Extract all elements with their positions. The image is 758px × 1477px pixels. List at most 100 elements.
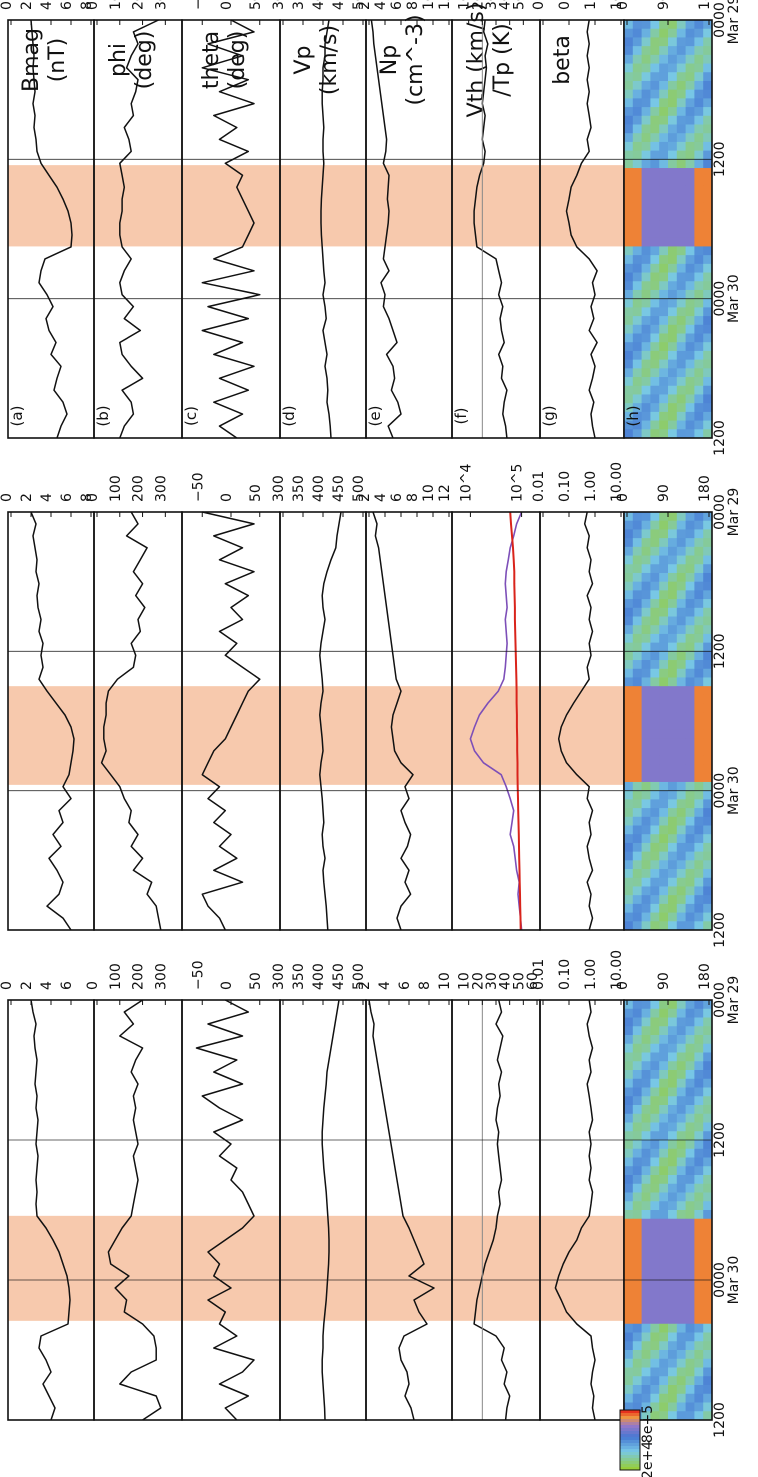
heatmap-cell xyxy=(668,72,678,82)
heatmap-cell xyxy=(650,89,660,99)
heatmap-cell xyxy=(668,1183,678,1193)
heatmap-cell xyxy=(668,385,678,395)
heatmap-cell xyxy=(694,529,704,539)
heatmap-cell xyxy=(632,1052,643,1062)
heatmap-cell xyxy=(624,555,634,565)
heatmap-cell xyxy=(659,538,669,548)
heatmap-cell xyxy=(676,1061,687,1071)
heatmap-cell xyxy=(650,538,660,548)
heatmap-cell xyxy=(676,895,687,905)
heatmap-cell xyxy=(676,1323,687,1333)
heatmap-cell xyxy=(676,1183,687,1193)
heatmap-cell xyxy=(676,46,687,56)
heatmap-cell xyxy=(668,773,678,783)
heatmap-cell xyxy=(659,1332,669,1342)
heatmap-cell xyxy=(641,150,651,160)
heatmap-cell xyxy=(650,1166,660,1176)
heatmap-cell xyxy=(659,159,669,169)
value-tick-label: 350 xyxy=(291,0,307,10)
heatmap-cell xyxy=(659,202,669,213)
heatmap-cell xyxy=(685,912,695,922)
heatmap-cell xyxy=(632,581,643,591)
heatmap-cell xyxy=(650,1253,660,1263)
heatmap-cell xyxy=(685,520,695,530)
heatmap-cell xyxy=(676,342,687,352)
value-tick-label: 400 xyxy=(311,475,327,502)
heatmap-cell xyxy=(650,1227,660,1237)
heatmap-cell xyxy=(632,660,643,670)
value-tick-label: 0 xyxy=(615,493,631,502)
heatmap-cell xyxy=(650,1201,660,1211)
heatmap-cell xyxy=(650,1236,660,1246)
heatmap-cell xyxy=(703,1201,713,1211)
heatmap-cell xyxy=(676,747,687,757)
heatmap-cell xyxy=(641,564,651,574)
heatmap-cell xyxy=(676,1035,687,1045)
heatmap-cell xyxy=(641,886,651,896)
heatmap-cell xyxy=(694,377,704,387)
heatmap-cell xyxy=(676,764,687,774)
heatmap-cell xyxy=(641,1236,651,1246)
heatmap-cell xyxy=(641,903,651,914)
heatmap-cell xyxy=(685,773,695,783)
heatmap-cell xyxy=(676,694,687,705)
heatmap-cell xyxy=(668,921,678,931)
heatmap-cell xyxy=(668,781,678,792)
heatmap-cell xyxy=(659,912,669,922)
time-tick-label: 1200 xyxy=(712,142,728,178)
heatmap-cell xyxy=(694,712,704,722)
heatmap-cell xyxy=(659,1315,669,1325)
heatmap-cell xyxy=(676,1402,687,1412)
heatmap-cell xyxy=(624,1052,634,1062)
heatmap-cell xyxy=(694,316,704,326)
value-tick-label: 8 xyxy=(405,493,421,502)
heatmap-cell xyxy=(668,790,678,800)
heatmap-cell xyxy=(676,1245,687,1255)
heatmap-cell xyxy=(632,211,643,221)
heatmap-cell xyxy=(650,1332,660,1342)
heatmap-cell xyxy=(685,607,695,617)
heatmap-cell xyxy=(632,359,643,369)
heatmap-cell xyxy=(632,764,643,774)
heatmap-cell xyxy=(624,1017,634,1027)
heatmap-cell xyxy=(685,590,695,600)
heatmap-cell xyxy=(703,581,713,591)
heatmap-cell xyxy=(632,520,643,530)
heatmap-cell xyxy=(659,37,669,47)
heatmap-cell xyxy=(641,538,651,548)
heatmap-cell xyxy=(632,1035,643,1045)
heatmap-cell xyxy=(694,350,704,361)
heatmap-cell xyxy=(632,54,643,65)
heatmap-cell xyxy=(676,660,687,670)
heatmap-cell xyxy=(650,185,660,195)
value-tick-label: 1.00 xyxy=(583,471,599,502)
heatmap-cell xyxy=(703,115,713,125)
heatmap-cell xyxy=(641,1393,651,1403)
heatmap-cell xyxy=(685,1280,695,1290)
heatmap-cell xyxy=(641,1192,651,1202)
heatmap-cell xyxy=(676,1385,687,1395)
heatmap-cell xyxy=(624,651,634,661)
heatmap-cell xyxy=(650,1411,660,1421)
heatmap-cell xyxy=(624,394,634,404)
value-tick-label: 40 xyxy=(498,0,514,10)
heatmap-cell xyxy=(676,851,687,861)
heatmap-cell xyxy=(668,124,678,134)
heatmap-cell xyxy=(641,1052,651,1062)
heatmap-cell xyxy=(659,1210,669,1220)
heatmap-cell xyxy=(624,80,634,91)
heatmap-cell xyxy=(641,115,651,125)
heatmap-cell xyxy=(685,538,695,548)
heatmap-cell xyxy=(685,115,695,125)
value-tick-label: 0.01 xyxy=(531,471,547,502)
heatmap-cell xyxy=(676,633,687,644)
heatmap-cell xyxy=(624,1236,634,1246)
heatmap-cell xyxy=(685,289,695,300)
heatmap-cell xyxy=(668,1315,678,1325)
heatmap-cell xyxy=(694,255,704,265)
heatmap-cell xyxy=(703,342,713,352)
heatmap-cell xyxy=(659,1131,669,1141)
heatmap-cell xyxy=(703,54,713,65)
heatmap-cell xyxy=(703,1070,713,1080)
panel-frame xyxy=(7,999,95,1421)
